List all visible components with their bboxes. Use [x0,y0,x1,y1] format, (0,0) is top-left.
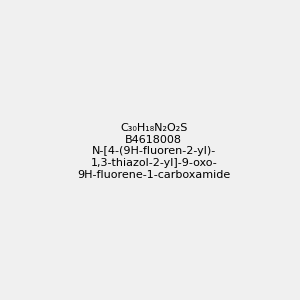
Text: C₃₀H₁₈N₂O₂S
B4618008
N-[4-(9H-fluoren-2-yl)-
1,3-thiazol-2-yl]-9-oxo-
9H-fluoren: C₃₀H₁₈N₂O₂S B4618008 N-[4-(9H-fluoren-2-… [77,123,230,180]
